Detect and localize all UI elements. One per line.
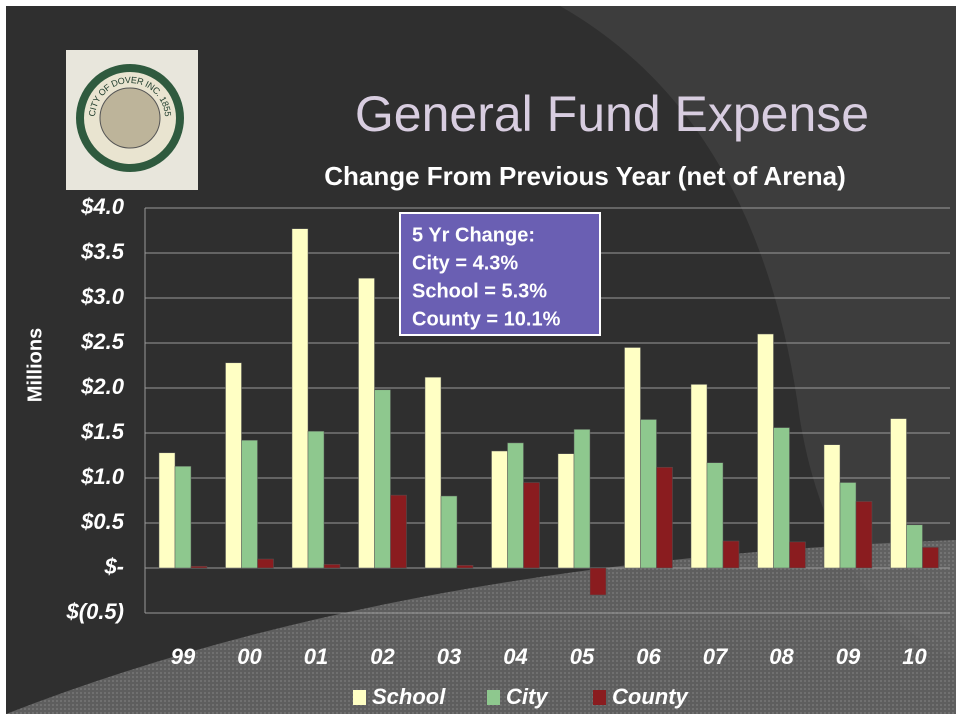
bar [640,419,657,569]
bar [890,418,907,569]
bar [706,462,724,569]
annotation-line: 5 Yr Change: [412,224,535,246]
bar [773,427,790,569]
x-tick-label: 06 [636,644,661,669]
x-tick-label: 99 [171,644,196,669]
x-tick-label: 10 [902,644,927,669]
bar [839,482,857,569]
bar [456,565,474,569]
bar [557,453,575,569]
y-tick-label: $3.0 [80,284,125,309]
bar [757,333,774,569]
bar [291,228,309,569]
legend-swatch [593,690,606,705]
bar [307,430,325,569]
legend-label: School [372,684,446,709]
y-tick-label: $1.5 [80,419,125,444]
chart-subtitle: Change From Previous Year (net of Arena) [324,161,846,191]
bar [722,540,740,569]
bar [855,501,873,569]
bar [158,452,176,569]
x-tick-label: 01 [304,644,328,669]
bar [491,450,508,569]
bar [374,389,391,569]
y-tick-label: $2.0 [80,374,125,399]
y-tick-label: $4.0 [80,194,125,219]
bar [573,429,591,569]
x-tick-label: 02 [370,644,395,669]
bar [323,564,341,569]
annotation-box [399,212,601,336]
bar [225,362,242,569]
annotation-line: County = 10.1% [412,308,561,330]
bar [789,541,806,569]
bg-dots [6,540,956,714]
bar [241,439,258,569]
seal-center [99,87,161,149]
bar [424,376,442,569]
x-tick-label: 00 [237,644,262,669]
bar [656,466,673,569]
bar [507,442,524,569]
y-tick-label: $0.5 [80,509,125,534]
legend-swatch [353,690,366,705]
bar [922,547,939,569]
y-axis-label: Millions [24,328,46,402]
bar [823,444,841,569]
annotation-line: City = 4.3% [412,252,518,274]
y-tick-label: $3.5 [80,239,125,264]
x-tick-label: 04 [503,644,527,669]
annotation-line: School = 5.3% [412,280,547,302]
y-tick-label: $(0.5) [66,599,124,624]
legend: School City County [353,684,690,709]
x-tick-label: 09 [836,644,861,669]
x-tick-label: 03 [437,644,461,669]
bar [174,466,192,569]
bar [440,495,458,569]
annotation: 5 Yr Change: City = 4.3% School = 5.3% Coun… [412,224,561,330]
bar [624,347,641,569]
y-tick-label: $2.5 [80,329,125,354]
x-tick-label: 05 [570,644,595,669]
plot: $(0.5) $- $0.5 $1.0 $1.5 $2.0 $2.5 $3.0 $3.5 $4.0… [66,194,950,669]
bar [589,567,607,596]
y-tick-label: $- [103,554,124,579]
x-tick-label: 07 [703,644,729,669]
chart-title: General Fund Expense [355,86,869,142]
x-tick-label: 08 [769,644,794,669]
legend-swatch [487,690,500,705]
bar [257,558,274,569]
bar [390,494,407,569]
bar [906,524,923,569]
y-tick-label: $1.0 [80,464,125,489]
bar [190,565,208,569]
bg-curve [560,6,956,660]
bar [523,482,540,569]
legend-label: City [506,684,549,709]
bar [690,384,708,569]
bar [358,277,375,569]
legend-label: County [612,684,690,709]
